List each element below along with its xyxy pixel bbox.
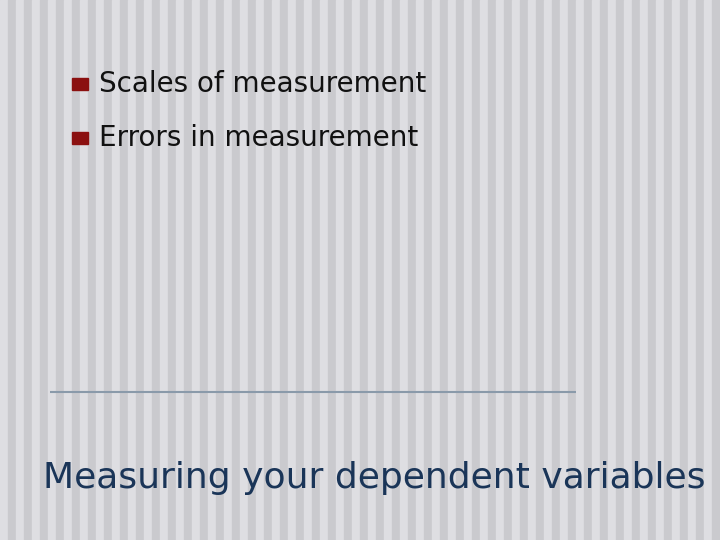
Bar <box>72 132 88 144</box>
Bar <box>72 78 88 90</box>
Text: Scales of measurement: Scales of measurement <box>99 70 426 98</box>
Text: Measuring your dependent variables: Measuring your dependent variables <box>43 461 706 495</box>
Text: Errors in measurement: Errors in measurement <box>99 124 418 152</box>
